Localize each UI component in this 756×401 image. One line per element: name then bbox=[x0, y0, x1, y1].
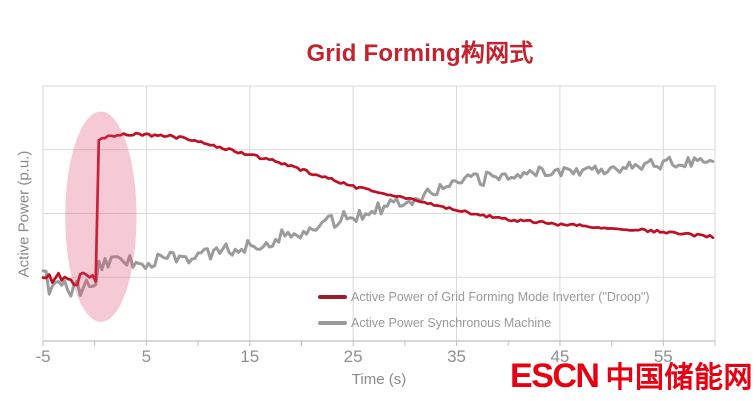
x-tick-label: -5 bbox=[35, 347, 51, 366]
escn-logo-chinese-text: 中国储能网 bbox=[605, 362, 753, 394]
x-tick-label: 15 bbox=[240, 347, 260, 366]
legend-label-sync-machine: Active Power Synchronous Machine bbox=[351, 315, 552, 330]
legend-item-sync-machine: Active Power Synchronous Machine bbox=[318, 314, 650, 331]
x-tick-label: 35 bbox=[447, 347, 466, 366]
legend-label-droop: Active Power of Grid Forming Mode Invert… bbox=[351, 289, 650, 304]
step-highlight-ellipse bbox=[65, 111, 137, 322]
x-tick-label: 55 bbox=[653, 347, 673, 366]
legend-item-droop: Active Power of Grid Forming Mode Invert… bbox=[318, 288, 650, 305]
x-tick-label: 25 bbox=[343, 347, 363, 366]
legend: Active Power of Grid Forming Mode Invert… bbox=[318, 288, 650, 340]
x-tick-label: 5 bbox=[141, 347, 152, 366]
legend-swatch-sync-machine-line bbox=[318, 320, 347, 325]
escn-watermark: ESCN 中国储能网 bbox=[510, 354, 753, 396]
x-tick-label: 45 bbox=[550, 347, 570, 366]
series-line-sync-machine bbox=[41, 155, 715, 298]
escn-logo-latin-text: ESCN bbox=[510, 357, 600, 395]
y-axis-label: Active Power (p.u.) bbox=[15, 150, 33, 278]
chart-title: Grid Forming构网式 bbox=[306, 40, 534, 67]
legend-swatch-droop-line bbox=[318, 294, 347, 299]
x-axis-label: Time (s) bbox=[351, 371, 407, 388]
series-line-droop-inverter bbox=[41, 131, 715, 287]
plot-frame bbox=[42, 85, 716, 341]
